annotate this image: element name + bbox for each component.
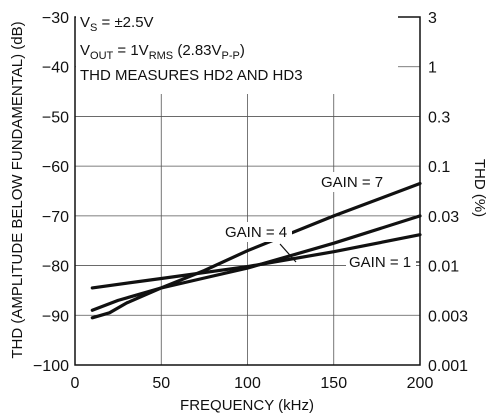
x-tick-label: 100: [234, 375, 261, 392]
vout-close: ): [240, 42, 245, 59]
annotation-box: [76, 10, 398, 94]
y-tick-label-right: 1: [428, 60, 437, 77]
y-tick-label-left: −40: [42, 60, 69, 77]
gain-1-label: GAIN = 1: [349, 254, 411, 271]
vout-symbol: V: [80, 42, 90, 59]
output-voltage-note: VOUT = 1VRMS (2.83VP-P): [80, 42, 245, 62]
x-tick-label: 50: [152, 375, 170, 392]
y-tick-label-right: 0.03: [428, 209, 459, 226]
gain-7-label: GAIN = 7: [321, 174, 383, 191]
y-tick-label-right: 0.003: [428, 308, 468, 325]
y-tick-label-right: 3: [428, 10, 437, 27]
y-tick-label-right: 0.3: [428, 109, 450, 126]
pp-subscript: P-P: [222, 50, 240, 62]
gain-4-label: GAIN = 4: [225, 224, 287, 241]
supply-voltage-note: VS = ±2.5V: [80, 14, 154, 34]
gain-4-line: [90, 214, 422, 312]
y-tick-label-left: −100: [33, 358, 69, 375]
vs-subscript: S: [90, 22, 97, 34]
series-lines: [90, 181, 422, 320]
vs-symbol: V: [80, 14, 90, 31]
y-tick-label-left: −50: [42, 109, 69, 126]
y-tick-label-left: −30: [42, 10, 69, 27]
gain4-label-bg: [222, 222, 292, 242]
y-tick-label-left: −60: [42, 159, 69, 176]
x-tick-label: 200: [407, 375, 434, 392]
y-tick-label-right: 0.01: [428, 259, 459, 276]
x-tick-label: 0: [71, 375, 80, 392]
x-tick-label: 150: [320, 375, 347, 392]
vout-value: = 1V: [113, 42, 148, 59]
thd-measure-note: THD MEASURES HD2 AND HD3: [80, 67, 303, 84]
gain1-label-bg: [346, 252, 416, 272]
y-tick-label-right: 0.1: [428, 159, 450, 176]
rms-subscript: RMS: [149, 50, 173, 62]
tick-labels: 0 50 100 150 200 −30 3 −40 1 −50 0.3 −60 0.1 −70 0.03 −…: [33, 10, 468, 392]
y-tick-label-left: −80: [42, 259, 69, 276]
y-tick-label-right: 0.001: [428, 358, 468, 375]
gain4-leader-line: [279, 243, 297, 263]
y-axis-title-right: THD (%): [471, 159, 488, 217]
y-tick-label-left: −70: [42, 209, 69, 226]
y-tick-label-left: −90: [42, 308, 69, 325]
vout-subscript: OUT: [90, 50, 114, 62]
gain7-label-bg: [318, 172, 392, 192]
vs-value: = ±2.5V: [97, 14, 153, 31]
gain-7-line: [90, 181, 422, 320]
x-axis-title: FREQUENCY (kHz): [180, 397, 314, 414]
y-axis-title-left: THD (AMPLITUDE BELOW FUNDAMENTAL) (dB): [9, 21, 26, 358]
vout-pp-value: (2.83V: [173, 42, 221, 59]
